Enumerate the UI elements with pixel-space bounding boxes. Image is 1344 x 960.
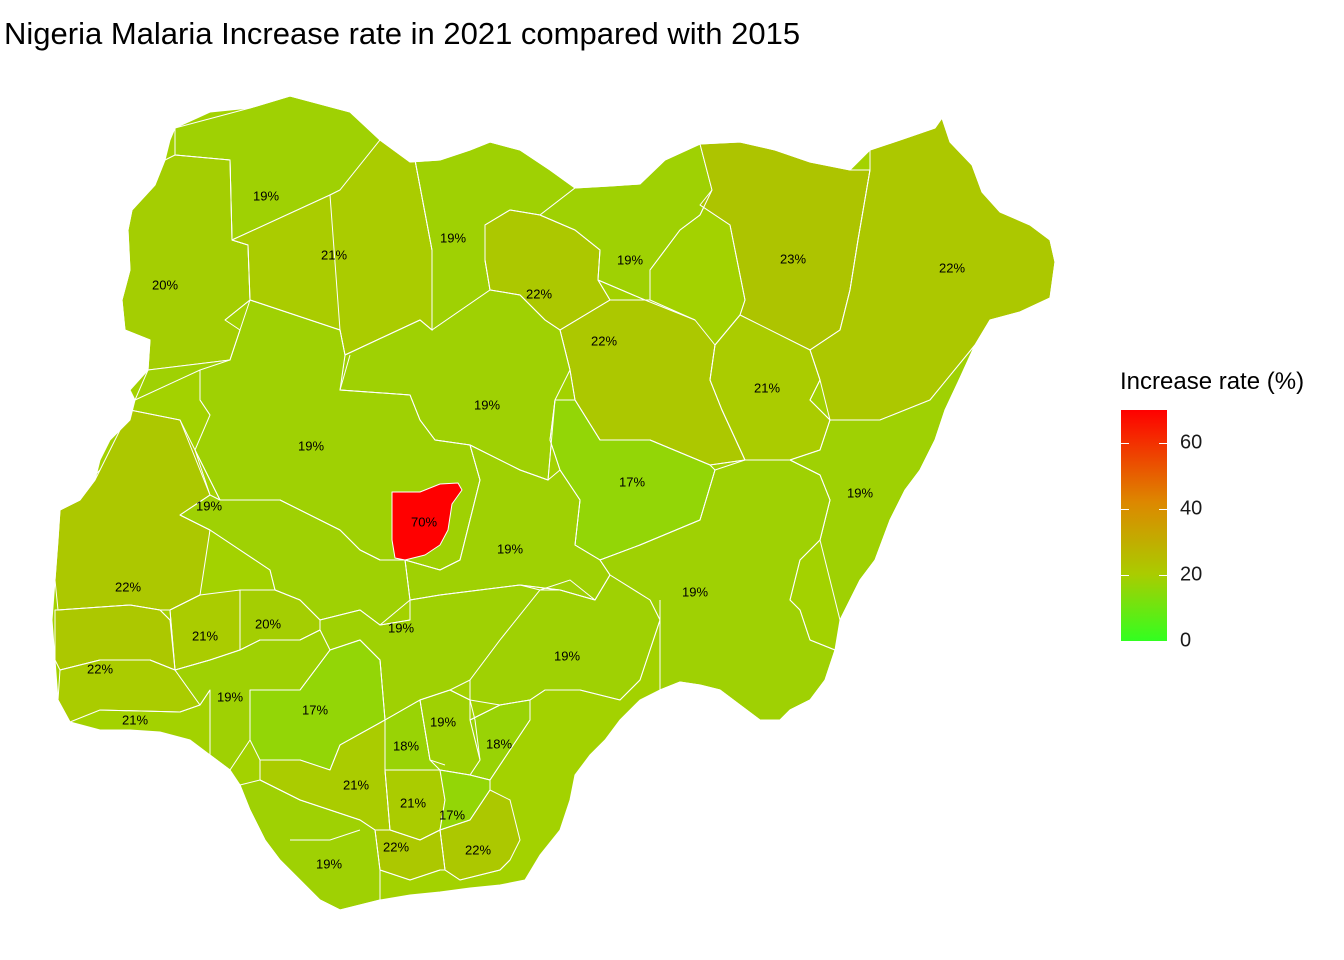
state-value-label: 22% [383, 839, 409, 854]
legend-title: Increase rate (%) [1120, 368, 1305, 395]
state-value-label: 22% [526, 286, 552, 301]
states-layer [54, 96, 1055, 910]
state-value-label: 17% [439, 807, 465, 822]
state-value-label: 21% [321, 247, 347, 262]
state-value-label: 70% [411, 514, 437, 529]
legend-tick-mark [1159, 443, 1167, 444]
state-value-label: 20% [255, 616, 281, 631]
state-value-label: 22% [87, 661, 113, 676]
legend-tick-mark [1121, 443, 1129, 444]
state-value-label: 22% [591, 333, 617, 348]
state-value-label: 19% [298, 438, 324, 453]
state-value-label: 21% [122, 712, 148, 727]
state-value-label: 19% [497, 541, 523, 556]
state-value-label: 20% [152, 277, 178, 292]
legend-tick-mark [1121, 575, 1129, 576]
state-value-label: 21% [343, 777, 369, 792]
state-value-label: 19% [474, 397, 500, 412]
state-value-label: 17% [619, 474, 645, 489]
state-value-label: 21% [192, 628, 218, 643]
legend-tick-mark [1159, 575, 1167, 576]
state-value-label: 19% [316, 856, 342, 871]
state-value-label: 22% [465, 842, 491, 857]
legend-tick-label: 40 [1180, 497, 1203, 520]
map-title: Nigeria Malaria Increase rate in 2021 co… [4, 16, 801, 51]
state-value-label: 21% [400, 795, 426, 810]
state-value-label: 23% [780, 251, 806, 266]
legend-tick-mark [1159, 641, 1167, 642]
state-value-label: 18% [486, 736, 512, 751]
state-value-label: 19% [617, 252, 643, 267]
legend-tick-mark [1121, 641, 1129, 642]
state-value-label: 22% [115, 579, 141, 594]
state-value-label: 19% [196, 498, 222, 513]
state-value-label: 19% [847, 485, 873, 500]
state-value-label: 19% [430, 714, 456, 729]
state-value-label: 19% [253, 188, 279, 203]
legend-tick-label: 20 [1180, 563, 1203, 586]
state-value-label: 21% [754, 380, 780, 395]
state-value-label: 19% [217, 689, 243, 704]
country-outline [51, 95, 1056, 911]
legend-tick-label: 60 [1180, 431, 1203, 454]
state-value-label: 19% [440, 230, 466, 245]
legend-tick-mark [1121, 509, 1129, 510]
state-value-label: 19% [554, 648, 580, 663]
legend-tick-label: 0 [1180, 629, 1192, 652]
legend-color-bar [1121, 410, 1167, 641]
legend-tick-mark [1159, 509, 1167, 510]
state-boundaries [57, 154, 871, 881]
state-region [391, 482, 463, 561]
state-value-label: 19% [388, 620, 414, 635]
state-value-label: 22% [939, 260, 965, 275]
state-value-label: 19% [682, 584, 708, 599]
state-value-label: 18% [393, 738, 419, 753]
state-labels: 19% 20% 21% 19% 22% 19% 22% 23% 22% 21% 19% 19% 17% 1… [87, 188, 965, 871]
state-value-label: 17% [302, 702, 328, 717]
